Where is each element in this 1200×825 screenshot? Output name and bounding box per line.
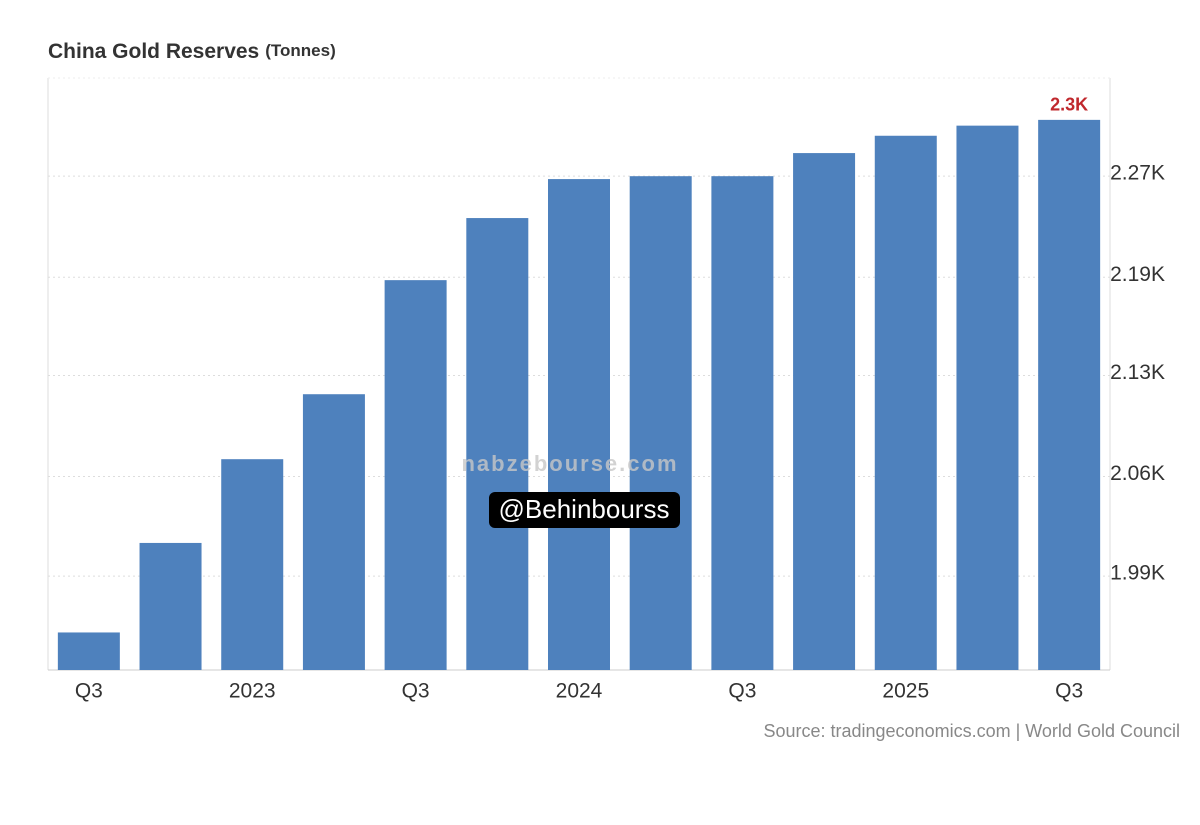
bar — [221, 459, 284, 670]
value-label: 2.3K — [1050, 95, 1088, 115]
bar — [956, 125, 1019, 670]
x-tick-label: Q3 — [402, 680, 430, 703]
bar — [466, 218, 529, 670]
unit-text: (Tonnes) — [265, 41, 336, 60]
y-tick-label: 2.13K — [1110, 361, 1165, 384]
x-tick-label: Q3 — [75, 680, 103, 703]
title-text: China Gold Reserves — [48, 40, 259, 63]
bar — [139, 542, 202, 670]
bar — [629, 176, 692, 670]
bar — [548, 179, 610, 670]
x-tick-label: Q3 — [1055, 680, 1083, 703]
watermark: nabzebourse.com — [461, 451, 678, 476]
watermark: @Behinbourss — [499, 494, 670, 524]
chart-title: China Gold Reserves (Tonnes) — [48, 40, 336, 63]
y-tick-label: 2.27K — [1110, 162, 1165, 185]
marks: 1.99K 2.06K 2.13K 2.19K 2.27K Q3 2023 Q3 2024 Q3 2… — [48, 95, 1165, 703]
bar — [793, 153, 856, 670]
y-tick-label: 2.06K — [1110, 462, 1165, 485]
x-tick-label: Q3 — [728, 680, 756, 703]
bar — [302, 394, 365, 670]
x-tick-label: 2024 — [556, 680, 603, 703]
y-tick-label: 1.99K — [1110, 562, 1165, 585]
x-tick-label: 2025 — [882, 680, 929, 703]
y-tick-label: 2.19K — [1110, 263, 1165, 286]
bar — [874, 135, 937, 670]
source: Source: tradingeconomics.com | World Gol… — [763, 721, 1180, 741]
bar — [384, 280, 447, 670]
x-tick-label: 2023 — [229, 680, 276, 703]
bar — [711, 176, 774, 670]
bar — [57, 632, 120, 670]
bar — [1038, 119, 1101, 670]
watermark-box — [489, 492, 680, 528]
